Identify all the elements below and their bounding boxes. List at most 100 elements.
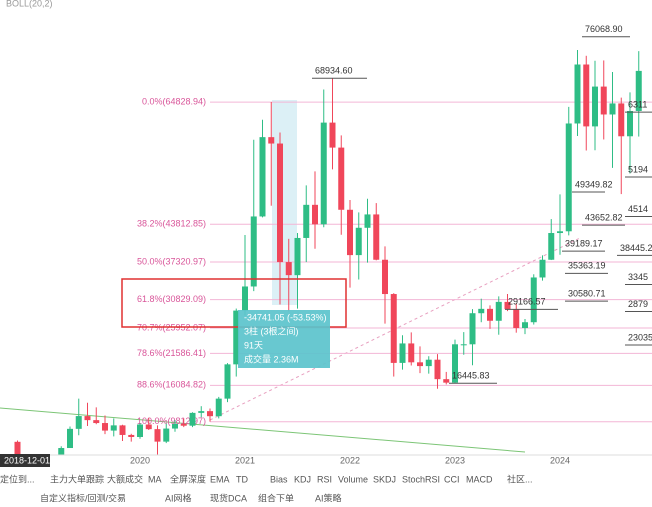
- toolbar-item[interactable]: StochRSI: [402, 474, 440, 484]
- toolbar-item[interactable]: 全屏深度: [170, 473, 206, 484]
- candle-body: [434, 359, 441, 380]
- measure-days: 91天: [244, 340, 263, 350]
- candle-body: [355, 227, 362, 256]
- candle-body: [303, 204, 310, 238]
- toolbar-item[interactable]: 现货DCA: [210, 492, 247, 503]
- fib-label: 78.6%(21586.41): [137, 348, 206, 358]
- candle-body: [224, 364, 231, 399]
- cursor-date: 2018-12-01: [4, 455, 50, 465]
- candle-body: [574, 64, 581, 124]
- candle-body: [119, 425, 126, 435]
- candle-body: [145, 424, 152, 430]
- toolbar-item[interactable]: 自定义指标/回测/交易: [40, 492, 126, 503]
- candle-body: [539, 259, 546, 278]
- toolbar-item[interactable]: 组合下单: [258, 492, 294, 503]
- candle-body: [557, 231, 563, 234]
- candle-body: [548, 233, 555, 260]
- measure-volume: 成交量 2.36M: [244, 353, 299, 364]
- candle-body: [399, 343, 406, 363]
- candle-body: [495, 301, 502, 321]
- candle-body: [609, 103, 616, 115]
- toolbar-item[interactable]: 社区...: [507, 473, 533, 484]
- candle-body: [338, 147, 345, 210]
- candle-body: [347, 209, 353, 256]
- candle-body: [180, 423, 187, 426]
- price-mark-label: 23035: [628, 332, 652, 342]
- candle-body: [373, 214, 380, 260]
- price-mark-label: 4514: [628, 204, 648, 214]
- measure-bars: 3柱 (3根之间): [244, 325, 299, 336]
- toolbar-item[interactable]: EMA: [210, 474, 230, 484]
- candle-body: [137, 424, 143, 437]
- fib-label: 88.6%(16084.82): [137, 380, 206, 390]
- candle-body: [207, 411, 213, 417]
- toolbar: 定位到... 主力大单跟踪 大额成交 MA 全屏深度 EMA TD Bias KDJ RSI Vol…: [0, 468, 652, 503]
- candle-body: [417, 362, 423, 367]
- candles: [14, 49, 642, 455]
- candle-body: [382, 259, 388, 295]
- price-mark-label: 29166.57: [508, 297, 546, 307]
- candle-body: [513, 309, 520, 329]
- price-marks: 76068.90 68934.60 49349.82 43652.82 39189.17…: [312, 24, 652, 384]
- toolbar-item[interactable]: KDJ: [294, 474, 311, 484]
- candle-body: [110, 425, 117, 431]
- candle-body: [268, 137, 275, 144]
- toolbar-item[interactable]: 主力大单跟踪: [50, 473, 104, 484]
- candle-body: [154, 429, 161, 442]
- price-mark-label: 38445.2: [620, 243, 652, 253]
- candle-body: [583, 64, 590, 127]
- toolbar-item[interactable]: AI策略: [315, 492, 342, 503]
- candle-body: [93, 420, 100, 424]
- candle-body: [277, 143, 283, 263]
- candle-body: [233, 310, 240, 365]
- candle-body: [84, 416, 91, 421]
- x-axis-labels: 2020 2021 2022 2023 2024: [130, 455, 570, 465]
- candle-body: [172, 423, 178, 429]
- price-mark-label: 68934.60: [315, 66, 353, 76]
- price-mark-label: 2879: [628, 299, 648, 309]
- toolbar-item[interactable]: CCI: [444, 474, 460, 484]
- price-mark-label: 3345: [628, 272, 648, 282]
- candle-body: [128, 434, 135, 437]
- toolbar-item[interactable]: 定位到...: [0, 473, 35, 484]
- candle-body: [58, 448, 65, 455]
- toolbar-item[interactable]: SKDJ: [373, 474, 396, 484]
- toolbar-item[interactable]: Bias: [270, 474, 288, 484]
- candle-body: [163, 428, 170, 442]
- candle-body: [364, 214, 371, 228]
- candle-body: [75, 416, 82, 429]
- candle-body: [487, 308, 493, 321]
- background-layer: [0, 100, 581, 453]
- candle-body: [242, 286, 248, 311]
- fib-label: 100.0%(9812.97): [137, 416, 206, 426]
- candle-body: [530, 277, 537, 323]
- candle-body: [329, 122, 336, 148]
- candle-body: [452, 344, 458, 383]
- candle-body: [259, 137, 266, 217]
- toolbar-item[interactable]: MACD: [466, 474, 493, 484]
- fib-label: 38.2%(43812.85): [137, 219, 206, 229]
- candle-body: [504, 301, 511, 310]
- fib-label: 61.8%(30829.09): [137, 294, 206, 304]
- toolbar-item[interactable]: RSI: [317, 474, 332, 484]
- x-tick-label: 2020: [130, 455, 150, 465]
- measure-range: [272, 100, 297, 305]
- x-tick-label: 2024: [550, 455, 570, 465]
- measure-tooltip: [238, 310, 330, 368]
- x-tick-label: 2023: [445, 455, 465, 465]
- candle-body: [312, 204, 318, 225]
- toolbar-item[interactable]: 大额成交: [107, 473, 143, 484]
- fib-label: 50.0%(37320.97): [137, 256, 206, 266]
- candle-body: [67, 428, 73, 449]
- toolbar-item[interactable]: Volume: [338, 474, 368, 484]
- toolbar-item[interactable]: AI网格: [165, 492, 192, 503]
- price-mark-label: 43652.82: [585, 213, 623, 223]
- price-mark-label: 6311: [628, 99, 647, 109]
- candle-body: [425, 359, 432, 367]
- toolbar-item[interactable]: MA: [148, 474, 162, 484]
- measure-change: -34741.05 (-53.53%): [244, 312, 327, 322]
- toolbar-item[interactable]: TD: [236, 474, 248, 484]
- candle-body: [294, 237, 301, 276]
